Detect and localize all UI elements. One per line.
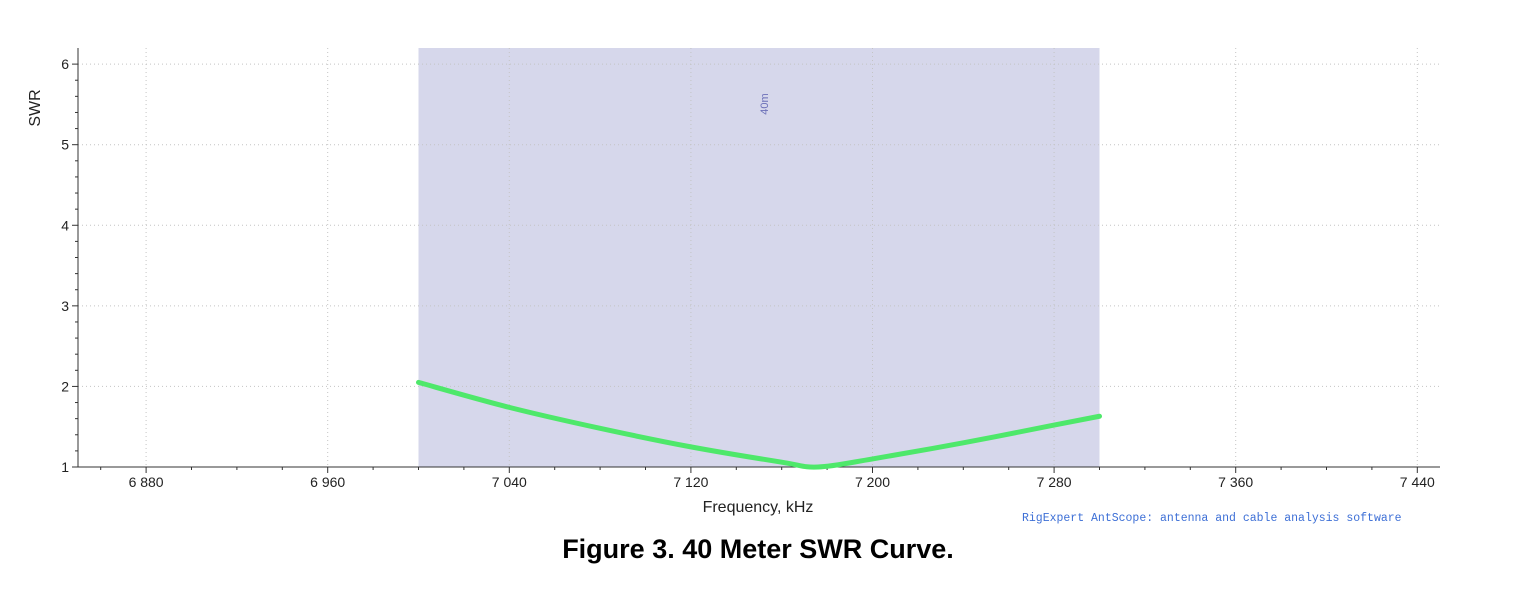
x-axis-label: Frequency, kHz (703, 499, 814, 516)
band-label: 40m (759, 93, 771, 114)
software-credit: RigExpert AntScope: antenna and cable an… (1022, 512, 1402, 525)
x-tick-label: 7 280 (1037, 474, 1072, 490)
y-tick-label: 4 (61, 217, 69, 233)
band-region (418, 48, 1100, 467)
x-tick-label: 7 040 (492, 474, 527, 490)
x-tick-label: 6 960 (310, 474, 345, 490)
y-tick-label: 5 (61, 137, 69, 153)
y-tick-label: 2 (61, 378, 69, 394)
y-tick-label: 1 (61, 459, 69, 475)
y-axis-label: SWR (27, 89, 44, 126)
swr-curve (416, 379, 1102, 470)
y-tick-label: 6 (61, 56, 69, 72)
swr-chart: 6 880 6 960 7 040 7 120 7 200 7 280 7 360 7 440… (27, 48, 1440, 516)
x-tick-label: 7 200 (855, 474, 890, 490)
figure-caption: Figure 3. 40 Meter SWR Curve. (562, 534, 954, 564)
x-tick-label: 7 360 (1218, 474, 1253, 490)
y-tick-label: 3 (61, 298, 69, 314)
x-tick-label: 6 880 (129, 474, 164, 490)
x-tick-label: 7 440 (1400, 474, 1435, 490)
x-tick-label: 7 120 (673, 474, 708, 490)
